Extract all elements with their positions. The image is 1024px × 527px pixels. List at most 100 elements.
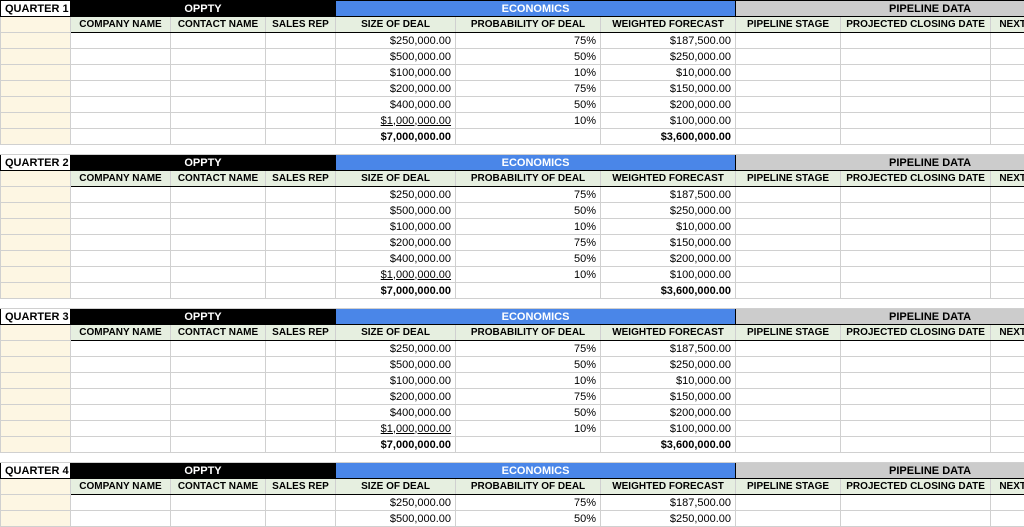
cell-contact[interactable]: [171, 81, 266, 97]
cell-stage[interactable]: [736, 405, 841, 421]
cell-next[interactable]: [991, 33, 1024, 49]
cell-prob[interactable]: 75%: [456, 33, 601, 49]
cell-size[interactable]: $500,000.00: [336, 203, 456, 219]
cell-size[interactable]: $1,000,000.00: [336, 421, 456, 437]
cell-prob[interactable]: 50%: [456, 511, 601, 527]
cell-weighted[interactable]: $250,000.00: [601, 203, 736, 219]
cell-next[interactable]: [991, 97, 1024, 113]
cell-stage[interactable]: [736, 49, 841, 65]
cell-size[interactable]: $100,000.00: [336, 373, 456, 389]
cell-rep[interactable]: [266, 267, 336, 283]
cell-weighted[interactable]: $200,000.00: [601, 405, 736, 421]
cell-closing[interactable]: [841, 113, 991, 129]
cell-contact[interactable]: [171, 33, 266, 49]
cell-stage[interactable]: [736, 511, 841, 527]
cell-stage[interactable]: [736, 421, 841, 437]
cell-closing[interactable]: [841, 33, 991, 49]
cell-next[interactable]: [991, 187, 1024, 203]
cell-rep[interactable]: [266, 65, 336, 81]
cell-rep[interactable]: [266, 341, 336, 357]
cell-closing[interactable]: [841, 235, 991, 251]
cell-contact[interactable]: [171, 49, 266, 65]
cell-closing[interactable]: [841, 389, 991, 405]
cell-contact[interactable]: [171, 251, 266, 267]
cell-company[interactable]: [71, 65, 171, 81]
cell-company[interactable]: [71, 203, 171, 219]
cell-rep[interactable]: [266, 97, 336, 113]
cell-weighted[interactable]: $10,000.00: [601, 373, 736, 389]
cell-rep[interactable]: [266, 81, 336, 97]
cell-company[interactable]: [71, 33, 171, 49]
cell-contact[interactable]: [171, 267, 266, 283]
cell-company[interactable]: [71, 373, 171, 389]
cell-size[interactable]: $500,000.00: [336, 357, 456, 373]
cell-company[interactable]: [71, 49, 171, 65]
cell-prob[interactable]: 75%: [456, 341, 601, 357]
cell-rep[interactable]: [266, 421, 336, 437]
cell-closing[interactable]: [841, 203, 991, 219]
cell-prob[interactable]: 10%: [456, 65, 601, 81]
cell-next[interactable]: [991, 357, 1024, 373]
cell-weighted[interactable]: $10,000.00: [601, 219, 736, 235]
cell-rep[interactable]: [266, 203, 336, 219]
cell-company[interactable]: [71, 267, 171, 283]
cell-size[interactable]: $500,000.00: [336, 49, 456, 65]
cell-weighted[interactable]: $187,500.00: [601, 187, 736, 203]
cell-weighted[interactable]: $150,000.00: [601, 235, 736, 251]
cell-contact[interactable]: [171, 219, 266, 235]
cell-rep[interactable]: [266, 495, 336, 511]
cell-stage[interactable]: [736, 203, 841, 219]
cell-rep[interactable]: [266, 187, 336, 203]
cell-closing[interactable]: [841, 373, 991, 389]
cell-closing[interactable]: [841, 187, 991, 203]
cell-company[interactable]: [71, 113, 171, 129]
cell-company[interactable]: [71, 341, 171, 357]
cell-company[interactable]: [71, 97, 171, 113]
cell-weighted[interactable]: $250,000.00: [601, 511, 736, 527]
cell-contact[interactable]: [171, 341, 266, 357]
cell-next[interactable]: [991, 203, 1024, 219]
cell-closing[interactable]: [841, 511, 991, 527]
cell-prob[interactable]: 75%: [456, 81, 601, 97]
cell-weighted[interactable]: $200,000.00: [601, 97, 736, 113]
cell-contact[interactable]: [171, 511, 266, 527]
cell-weighted[interactable]: $150,000.00: [601, 389, 736, 405]
cell-rep[interactable]: [266, 511, 336, 527]
cell-rep[interactable]: [266, 389, 336, 405]
cell-weighted[interactable]: $187,500.00: [601, 33, 736, 49]
cell-size[interactable]: $250,000.00: [336, 33, 456, 49]
cell-prob[interactable]: 50%: [456, 251, 601, 267]
cell-contact[interactable]: [171, 65, 266, 81]
cell-prob[interactable]: 50%: [456, 97, 601, 113]
cell-contact[interactable]: [171, 97, 266, 113]
cell-prob[interactable]: 75%: [456, 235, 601, 251]
cell-size[interactable]: $400,000.00: [336, 97, 456, 113]
cell-next[interactable]: [991, 495, 1024, 511]
cell-company[interactable]: [71, 187, 171, 203]
cell-contact[interactable]: [171, 187, 266, 203]
cell-closing[interactable]: [841, 219, 991, 235]
cell-prob[interactable]: 50%: [456, 203, 601, 219]
cell-next[interactable]: [991, 81, 1024, 97]
cell-closing[interactable]: [841, 341, 991, 357]
cell-company[interactable]: [71, 357, 171, 373]
cell-company[interactable]: [71, 421, 171, 437]
cell-company[interactable]: [71, 251, 171, 267]
cell-closing[interactable]: [841, 495, 991, 511]
cell-weighted[interactable]: $187,500.00: [601, 495, 736, 511]
cell-closing[interactable]: [841, 65, 991, 81]
cell-size[interactable]: $400,000.00: [336, 405, 456, 421]
cell-company[interactable]: [71, 219, 171, 235]
cell-contact[interactable]: [171, 421, 266, 437]
cell-next[interactable]: [991, 235, 1024, 251]
cell-next[interactable]: [991, 219, 1024, 235]
cell-rep[interactable]: [266, 251, 336, 267]
cell-rep[interactable]: [266, 373, 336, 389]
cell-stage[interactable]: [736, 341, 841, 357]
cell-next[interactable]: [991, 267, 1024, 283]
cell-next[interactable]: [991, 511, 1024, 527]
cell-size[interactable]: $500,000.00: [336, 511, 456, 527]
cell-contact[interactable]: [171, 373, 266, 389]
cell-closing[interactable]: [841, 81, 991, 97]
cell-closing[interactable]: [841, 97, 991, 113]
